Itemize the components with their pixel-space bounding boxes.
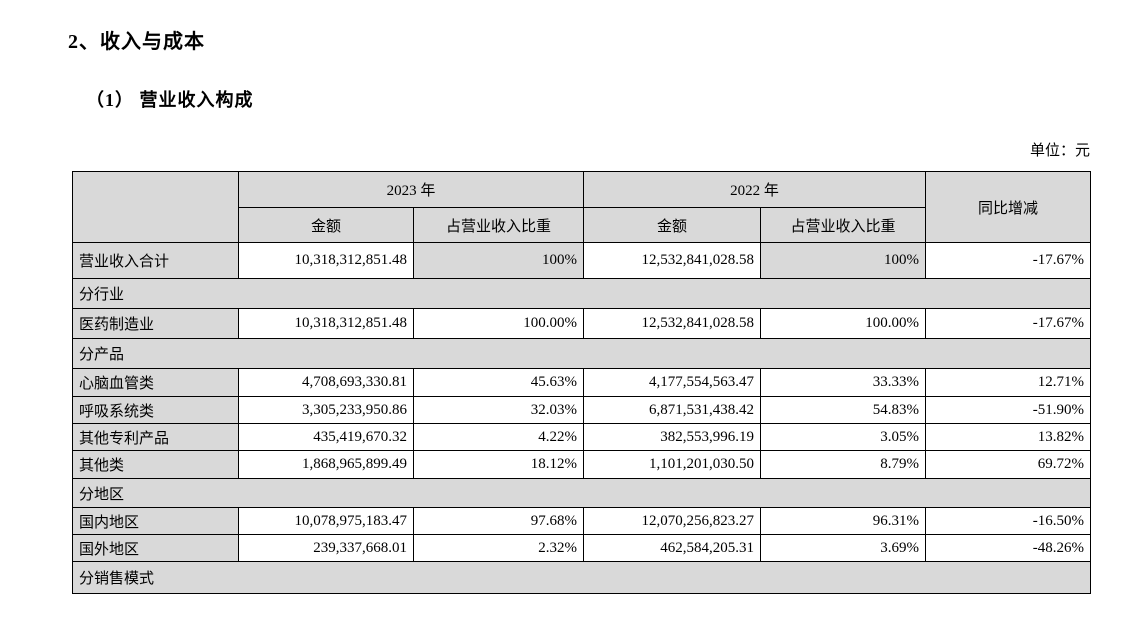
ratio-2023-cell: 4.22% [412, 423, 585, 451]
table-row-respiratory: 呼吸系统类 3,305,233,950.86 32.03% 6,871,531,… [72, 396, 1092, 424]
amount-2022-cell: 462,584,205.31 [583, 534, 762, 562]
section-label: 分地区 [71, 478, 1092, 508]
amount-2023-cell: 3,305,233,950.86 [238, 396, 414, 424]
table-row-other-patented: 其他专利产品 435,419,670.32 4.22% 382,553,996.… [72, 423, 1092, 451]
yoy-cell: 12.71% [925, 368, 1092, 397]
table-row-domestic: 国内地区 10,078,975,183.47 97.68% 12,070,256… [72, 507, 1092, 535]
row-label: 心脑血管类 [72, 368, 239, 397]
yoy-cell: -51.90% [925, 396, 1092, 424]
ratio-2023-cell: 18.12% [412, 450, 585, 479]
row-label: 其他专利产品 [72, 423, 239, 451]
section-label: 分行业 [71, 278, 1092, 309]
section-label: 分销售模式 [71, 561, 1092, 594]
ratio-2022-cell: 8.79% [760, 450, 927, 479]
ratio-2023-cell: 97.68% [412, 507, 585, 535]
section-row-product: 分产品 [71, 338, 1092, 369]
header-row-years: 2023 年 2022 年 同比增减 [72, 171, 1092, 243]
ratio-2023-cell: 32.03% [412, 396, 585, 424]
revenue-composition-table: 2023 年 2022 年 同比增减 金额 占营业收入比重 金额 占营业收入比重… [71, 171, 1092, 594]
row-label: 其他类 [72, 450, 239, 479]
ratio-2022-cell: 100% [760, 242, 927, 279]
amount-2023-cell: 10,078,975,183.47 [238, 507, 414, 535]
ratio-2023-cell: 100.00% [412, 308, 585, 339]
ratio-2022-cell: 54.83% [760, 396, 927, 424]
ratio-2022-cell: 33.33% [760, 368, 927, 397]
section-title: 2、收入与成本 [68, 31, 205, 53]
section-label: 分产品 [71, 338, 1092, 369]
row-label: 医药制造业 [72, 308, 239, 339]
header-row-measures: 金额 占营业收入比重 金额 占营业收入比重 [73, 207, 1091, 243]
amount-2022-cell: 12,532,841,028.58 [583, 242, 762, 279]
amount-2022-cell: 1,101,201,030.50 [583, 450, 762, 479]
yoy-cell: 69.72% [925, 450, 1092, 479]
row-label: 国外地区 [72, 534, 239, 562]
header-yoy: 同比增减 [925, 171, 1092, 243]
ratio-2023-cell: 45.63% [412, 368, 585, 397]
row-label: 营业收入合计 [72, 242, 239, 279]
ratio-2023-cell: 2.32% [412, 534, 585, 562]
amount-2023-cell: 239,337,668.01 [238, 534, 414, 562]
header-ratio-2022: 占营业收入比重 [760, 207, 927, 243]
ratio-2022-cell: 100.00% [760, 308, 927, 339]
table-row-overseas: 国外地区 239,337,668.01 2.32% 462,584,205.31… [72, 534, 1092, 562]
table-row-cardio: 心脑血管类 4,708,693,330.81 45.63% 4,177,554,… [72, 368, 1092, 397]
ratio-2023-cell: 100% [412, 242, 585, 279]
header-year-2023: 2023 年 [237, 171, 585, 208]
section-row-region: 分地区 [71, 478, 1092, 508]
amount-2023-cell: 435,419,670.32 [238, 423, 414, 451]
amount-2022-cell: 12,532,841,028.58 [583, 308, 762, 339]
header-amount-2023: 金额 [238, 207, 414, 243]
yoy-cell: -17.67% [925, 308, 1092, 339]
ratio-2022-cell: 96.31% [760, 507, 927, 535]
table-row-others: 其他类 1,868,965,899.49 18.12% 1,101,201,03… [72, 450, 1092, 479]
yoy-cell: -48.26% [925, 534, 1092, 562]
ratio-2022-cell: 3.69% [760, 534, 927, 562]
section-row-sales-model: 分销售模式 [71, 561, 1092, 594]
row-label: 国内地区 [72, 507, 239, 535]
table-row-pharma-manufacturing: 医药制造业 10,318,312,851.48 100.00% 12,532,8… [72, 308, 1092, 339]
amount-2023-cell: 1,868,965,899.49 [238, 450, 414, 479]
amount-2022-cell: 4,177,554,563.47 [583, 368, 762, 397]
table-row-total: 营业收入合计 10,318,312,851.48 100% 12,532,841… [72, 242, 1092, 279]
yoy-cell: 13.82% [925, 423, 1092, 451]
amount-2023-cell: 10,318,312,851.48 [238, 242, 414, 279]
amount-2022-cell: 6,871,531,438.42 [583, 396, 762, 424]
amount-2023-cell: 4,708,693,330.81 [238, 368, 414, 397]
section-row-industry: 分行业 [71, 278, 1092, 309]
subsection-title: （1） 营业收入构成 [86, 90, 254, 110]
document-page: 2、收入与成本 （1） 营业收入构成 单位：元 2023 年 2022 年 同比… [68, 31, 1092, 594]
header-year-2022: 2022 年 [583, 171, 927, 208]
yoy-cell: -16.50% [925, 507, 1092, 535]
corner-cell [72, 171, 239, 243]
amount-2023-cell: 10,318,312,851.48 [238, 308, 414, 339]
header-amount-2022: 金额 [583, 207, 762, 243]
yoy-cell: -17.67% [925, 242, 1092, 279]
row-label: 呼吸系统类 [72, 396, 239, 424]
amount-2022-cell: 12,070,256,823.27 [583, 507, 762, 535]
amount-2022-cell: 382,553,996.19 [583, 423, 762, 451]
header-ratio-2023: 占营业收入比重 [412, 207, 585, 243]
unit-label: 单位：元 [1029, 143, 1090, 159]
ratio-2022-cell: 3.05% [760, 423, 927, 451]
